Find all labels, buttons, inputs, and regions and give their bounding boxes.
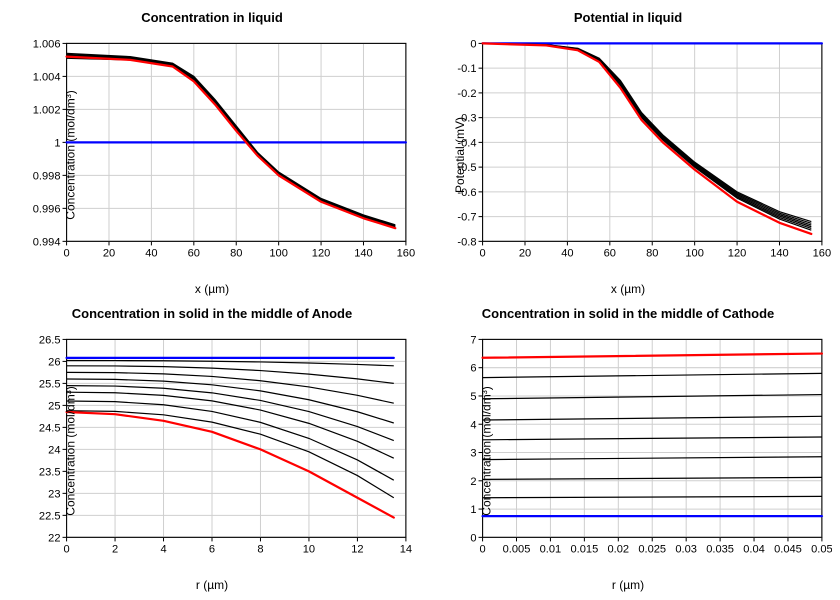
svg-text:22: 22 bbox=[48, 532, 60, 544]
svg-text:25.5: 25.5 bbox=[39, 378, 61, 390]
svg-text:0.035: 0.035 bbox=[706, 544, 734, 556]
xlabel-br: r (µm) bbox=[612, 578, 644, 592]
svg-text:8: 8 bbox=[257, 544, 263, 556]
svg-text:20: 20 bbox=[519, 248, 531, 260]
svg-text:0.005: 0.005 bbox=[503, 544, 531, 556]
ylabel-br: Concentration (mol/dm³) bbox=[480, 386, 494, 515]
svg-text:0.05: 0.05 bbox=[811, 544, 832, 556]
svg-text:0.994: 0.994 bbox=[33, 236, 61, 248]
xlabel-bl: r (µm) bbox=[196, 578, 228, 592]
plotwrap-tl: Concentration (mol/dm³) 0 20 40 60 80 100 120 1… bbox=[8, 29, 416, 280]
svg-text:0: 0 bbox=[470, 532, 476, 544]
plotwrap-br: Concentration (mol/dm³) 0 0.005 0.01 0.015 0… bbox=[424, 325, 832, 576]
svg-text:1.006: 1.006 bbox=[33, 38, 61, 50]
svg-text:12: 12 bbox=[351, 544, 363, 556]
svg-text:80: 80 bbox=[646, 248, 658, 260]
svg-text:3: 3 bbox=[470, 448, 476, 460]
svg-text:80: 80 bbox=[230, 248, 242, 260]
svg-tr: 020406080100120140160-0.8-0.7-0.6-0.5-0.… bbox=[424, 29, 832, 280]
svg-text:4: 4 bbox=[160, 544, 166, 556]
svg-text:0.998: 0.998 bbox=[33, 170, 61, 182]
svg-text:140: 140 bbox=[770, 248, 789, 260]
svg-text:0.04: 0.04 bbox=[743, 544, 765, 556]
svg-text:6: 6 bbox=[470, 363, 476, 375]
svg-text:25: 25 bbox=[48, 400, 60, 412]
plotwrap-bl: Concentration (mol/dm³) 024681012142222.… bbox=[8, 325, 416, 576]
panel-bottom-right: Concentration in solid in the middle of … bbox=[424, 304, 832, 592]
xlabel-tl: x (µm) bbox=[195, 282, 229, 296]
svg-text:26.5: 26.5 bbox=[39, 334, 61, 346]
title-tl: Concentration in liquid bbox=[141, 10, 283, 25]
svg-text:0.025: 0.025 bbox=[638, 544, 666, 556]
svg-text:160: 160 bbox=[813, 248, 832, 260]
svg-text:160: 160 bbox=[397, 248, 416, 260]
svg-text:7: 7 bbox=[470, 334, 476, 346]
svg-text:0.996: 0.996 bbox=[33, 203, 61, 215]
svg-text:20: 20 bbox=[103, 248, 115, 260]
svg-text:2: 2 bbox=[112, 544, 118, 556]
svg-text:-0.1: -0.1 bbox=[457, 63, 476, 75]
svg-text:0: 0 bbox=[63, 544, 69, 556]
svg-text:120: 120 bbox=[312, 248, 331, 260]
panel-top-right: Potential in liquid Potential (mV) 0 20 40… bbox=[424, 8, 832, 296]
svg-text:10: 10 bbox=[303, 544, 315, 556]
ylabel-tl: Concentration (mol/dm³) bbox=[64, 90, 78, 219]
svg-text:23.5: 23.5 bbox=[39, 466, 61, 478]
ylabel-bl: Concentration (mol/dm³) bbox=[64, 386, 78, 515]
svg-text:1.004: 1.004 bbox=[33, 71, 61, 83]
svg-text:0.01: 0.01 bbox=[540, 544, 562, 556]
svg-text:40: 40 bbox=[145, 248, 157, 260]
svg-text:-0.2: -0.2 bbox=[457, 88, 476, 100]
svg-text:0: 0 bbox=[470, 38, 476, 50]
svg-text:1: 1 bbox=[470, 504, 476, 516]
svg-text:0.045: 0.045 bbox=[774, 544, 802, 556]
xlabel-tr: x (µm) bbox=[611, 282, 645, 296]
svg-text:-0.7: -0.7 bbox=[457, 212, 476, 224]
plotwrap-tr: Potential (mV) 0 20 40 60 80 100 120 140 160 -0.8… bbox=[424, 29, 832, 280]
svg-text:0: 0 bbox=[479, 544, 485, 556]
svg-text:14: 14 bbox=[400, 544, 412, 556]
svg-text:0.03: 0.03 bbox=[675, 544, 697, 556]
svg-text:100: 100 bbox=[685, 248, 704, 260]
svg-text:120: 120 bbox=[728, 248, 747, 260]
title-br: Concentration in solid in the middle of … bbox=[482, 306, 775, 321]
svg-text:1.002: 1.002 bbox=[33, 104, 61, 116]
panel-top-left: Concentration in liquid Concentration (m… bbox=[8, 8, 416, 296]
svg-text:140: 140 bbox=[354, 248, 373, 260]
title-bl: Concentration in solid in the middle of … bbox=[72, 306, 352, 321]
svg-text:24: 24 bbox=[48, 444, 60, 456]
svg-text:22.5: 22.5 bbox=[39, 510, 61, 522]
svg-text:60: 60 bbox=[604, 248, 616, 260]
svg-text:-0.8: -0.8 bbox=[457, 236, 476, 248]
svg-text:24.5: 24.5 bbox=[39, 422, 61, 434]
ylabel-tr: Potential (mV) bbox=[453, 116, 467, 192]
svg-text:0: 0 bbox=[479, 248, 485, 260]
svg-text:2: 2 bbox=[470, 476, 476, 488]
svg-text:0.015: 0.015 bbox=[570, 544, 598, 556]
svg-text:100: 100 bbox=[269, 248, 288, 260]
title-tr: Potential in liquid bbox=[574, 10, 682, 25]
svg-text:23: 23 bbox=[48, 488, 60, 500]
svg-text:60: 60 bbox=[188, 248, 200, 260]
svg-text:0: 0 bbox=[63, 248, 69, 260]
svg-text:1: 1 bbox=[54, 137, 60, 149]
svg-text:0.02: 0.02 bbox=[608, 544, 630, 556]
chart-grid: Concentration in liquid Concentration (m… bbox=[8, 8, 832, 592]
svg-text:40: 40 bbox=[561, 248, 573, 260]
svg-text:6: 6 bbox=[209, 544, 215, 556]
svg-text:5: 5 bbox=[470, 391, 476, 403]
svg-text:26: 26 bbox=[48, 356, 60, 368]
svg-text:4: 4 bbox=[470, 419, 476, 431]
panel-bottom-left: Concentration in solid in the middle of … bbox=[8, 304, 416, 592]
